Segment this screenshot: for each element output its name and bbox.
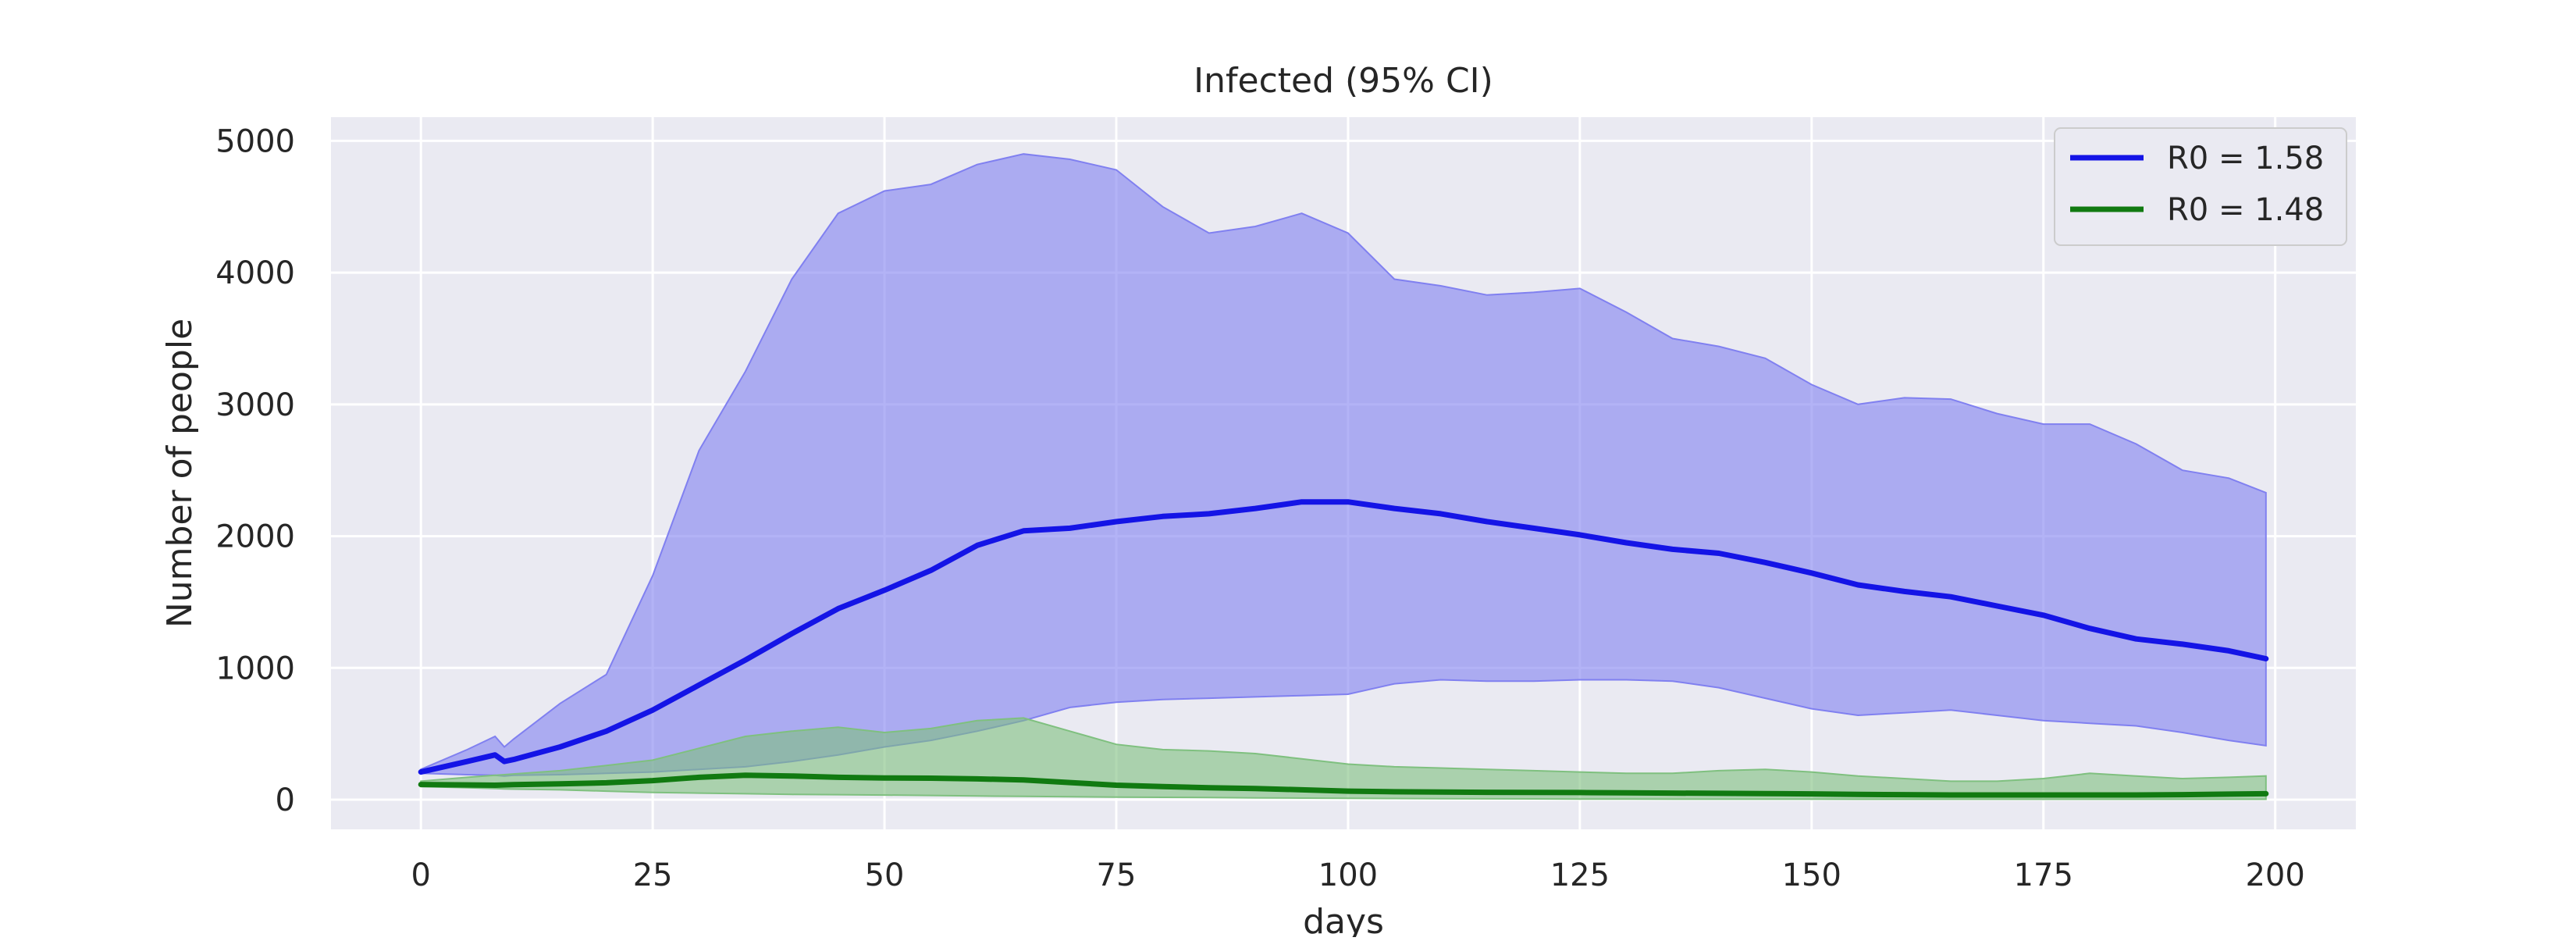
x-tick-label-50: 50: [865, 857, 905, 893]
y-axis-label: Number of people: [160, 319, 200, 628]
x-tick-label-150: 150: [1782, 857, 1841, 893]
y-tick-label-2000: 2000: [215, 519, 295, 555]
line-series-1: [418, 499, 2269, 775]
x-tick-label-200: 200: [2245, 857, 2304, 893]
x-tick-labels: 0 25 50 75 100 125 150 175 200: [411, 857, 2304, 893]
x-tick-label-75: 75: [1097, 857, 1137, 893]
series-lines: [418, 499, 2269, 798]
y-tick-label-4000: 4000: [215, 255, 295, 291]
y-tick-label-5000: 5000: [215, 123, 295, 159]
x-tick-label-25: 25: [633, 857, 673, 893]
x-tick-label-175: 175: [2014, 857, 2073, 893]
chart-title: Infected (95% CI): [1194, 61, 1493, 101]
y-tick-label-3000: 3000: [215, 387, 295, 423]
x-tick-label-125: 125: [1550, 857, 1610, 893]
line-series-2: [418, 772, 2269, 798]
y-tick-label-0: 0: [276, 782, 295, 818]
y-tick-label-1000: 1000: [215, 651, 295, 686]
x-tick-label-0: 0: [411, 857, 430, 893]
legend-label-series-2: R0 = 1.48: [2167, 192, 2324, 228]
legend: R0 = 1.58 R0 = 1.48: [2054, 127, 2347, 246]
x-axis-label: days: [1303, 902, 1384, 937]
x-tick-label-100: 100: [1318, 857, 1378, 893]
legend-label-series-1: R0 = 1.58: [2167, 141, 2324, 176]
y-tick-labels: 0 1000 2000 3000 4000 5000: [215, 123, 295, 818]
